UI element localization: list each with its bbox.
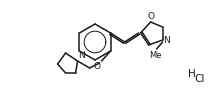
Text: Cl: Cl [195, 74, 205, 84]
Text: Me: Me [149, 51, 162, 60]
Text: O: O [147, 12, 154, 21]
Text: O: O [94, 62, 101, 71]
Text: N: N [79, 51, 85, 60]
Text: H: H [188, 69, 196, 79]
Text: N: N [164, 36, 170, 45]
